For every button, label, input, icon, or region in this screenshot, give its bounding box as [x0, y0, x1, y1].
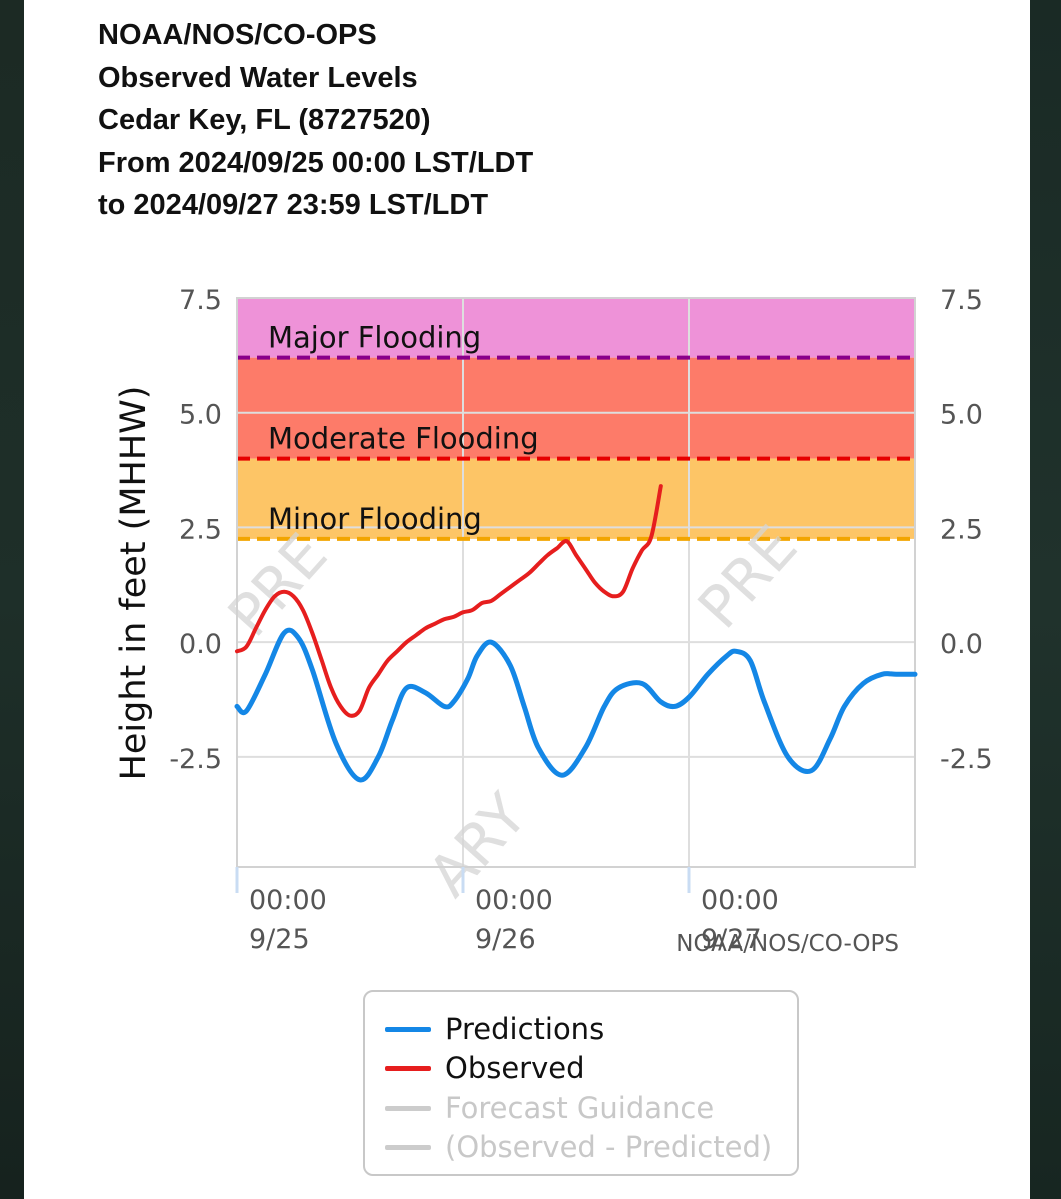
- major-flooding-band: [237, 298, 915, 358]
- chart-header: NOAA/NOS/CO-OPS Observed Water Levels Ce…: [98, 14, 533, 227]
- moderate-flooding-band: [237, 357, 915, 459]
- y-tick-label-left: 0.0: [179, 629, 222, 660]
- legend-swatch: [385, 1065, 431, 1071]
- legend-item-observed[interactable]: Observed: [385, 1051, 585, 1085]
- y-tick-label-left: 2.5: [179, 514, 222, 545]
- major-flooding-label: Major Flooding: [268, 321, 481, 355]
- y-tick-label-right: -2.5: [940, 744, 993, 775]
- plot-frame: [236, 297, 916, 868]
- y-tick-label-left: 7.5: [179, 285, 222, 316]
- x-tick-time: 00:00: [475, 885, 553, 916]
- x-tick-date: 9/27: [701, 924, 762, 955]
- y-axis-title: Height in feet (MHHW): [114, 386, 154, 781]
- x-tick-date: 9/26: [475, 924, 536, 955]
- header-line-station: Cedar Key, FL (8727520): [98, 104, 431, 136]
- legend-item-forecast-guidance[interactable]: Forecast Guidance: [385, 1091, 714, 1125]
- legend-swatch: [385, 1026, 431, 1032]
- legend-label: (Observed - Predicted): [445, 1130, 773, 1164]
- header-line-agency: NOAA/NOS/CO-OPS: [98, 19, 377, 51]
- y-tick-label-right: 5.0: [940, 400, 983, 431]
- legend-label: Observed: [445, 1051, 585, 1085]
- background-right: [1030, 0, 1061, 1199]
- minor-flooding-label: Minor Flooding: [268, 502, 482, 536]
- header-line-start: From 2024/09/25 00:00 LST/LDT: [98, 146, 534, 179]
- minor-flooding-band: [237, 458, 915, 539]
- x-tick-time: 00:00: [701, 885, 779, 916]
- x-tick-time: 00:00: [249, 885, 327, 916]
- y-tick-label-right: 2.5: [940, 514, 983, 545]
- y-tick-label-right: 0.0: [940, 629, 983, 660]
- header-line-end: to 2024/09/27 23:59 LST/LDT: [98, 189, 489, 221]
- legend-label: Predictions: [445, 1012, 605, 1046]
- legend-swatch: [385, 1144, 431, 1150]
- background-left: [0, 0, 24, 1199]
- header-line-product: Observed Water Levels: [98, 61, 418, 94]
- y-tick-label-right: 7.5: [940, 285, 983, 316]
- chart-legend: Predictions Observed Forecast Guidance (Obs…: [363, 990, 799, 1176]
- x-tick-date: 9/25: [249, 924, 310, 955]
- legend-item-observed-predicted[interactable]: (Observed - Predicted): [385, 1130, 772, 1164]
- predictions-series-line: [234, 627, 918, 783]
- legend-swatch: [385, 1105, 431, 1111]
- y-tick-label-left: 5.0: [179, 400, 222, 431]
- chart-credit: NOAA/NOS/CO-OPS: [676, 931, 899, 957]
- water-level-chart: Major Flooding Moderate Flooding Minor Flo…: [114, 285, 993, 957]
- y-tick-label-left: -2.5: [169, 744, 222, 775]
- moderate-flooding-label: Moderate Flooding: [268, 422, 539, 456]
- legend-label: Forecast Guidance: [445, 1091, 715, 1125]
- legend-item-predictions[interactable]: Predictions: [385, 1012, 604, 1046]
- observed-series-line: [235, 484, 663, 718]
